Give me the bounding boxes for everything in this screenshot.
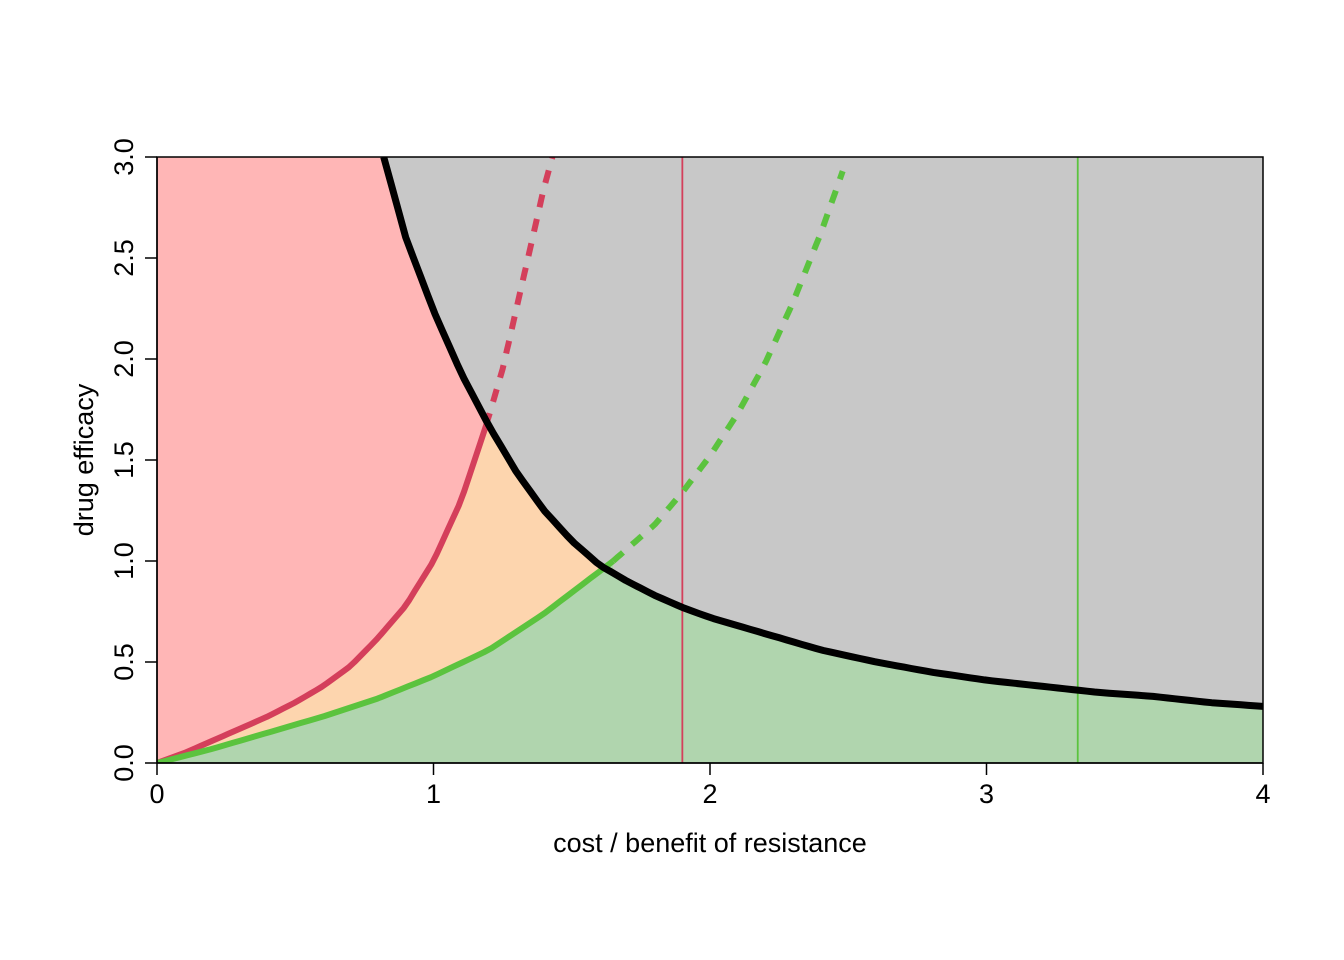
x-tick-label: 2 <box>702 779 717 809</box>
x-axis: 0 1 2 3 4 <box>149 762 1271 809</box>
green-curve-solid <box>157 558 616 763</box>
y-tick-label: 2.0 <box>109 340 139 378</box>
x-tick-label: 4 <box>1255 779 1270 809</box>
x-axis-title: cost / benefit of resistance <box>553 828 867 858</box>
red-curve-solid <box>157 424 489 763</box>
y-tick-label: 0.5 <box>109 643 139 681</box>
y-tick-label: 1.0 <box>109 542 139 580</box>
x-tick-label: 3 <box>979 779 994 809</box>
y-tick-label: 2.5 <box>109 239 139 277</box>
region-green <box>157 561 1263 763</box>
region-red <box>157 157 486 763</box>
curves <box>157 157 1263 763</box>
y-tick-label: 3.0 <box>109 138 139 176</box>
green-curve-dashed <box>611 170 846 564</box>
y-tick-label: 1.5 <box>109 441 139 479</box>
y-axis: 0.0 0.5 1.0 1.5 2.0 2.5 3.0 <box>109 138 158 782</box>
reference-lines <box>681 157 1079 763</box>
x-tick-label: 0 <box>149 779 164 809</box>
plot-regions <box>157 157 1263 763</box>
region-orange <box>157 420 614 763</box>
y-tick-label: 0.0 <box>109 744 139 782</box>
red-curve-dashed <box>483 157 556 427</box>
y-axis-title: drug efficacy <box>69 383 99 536</box>
x-tick-label: 1 <box>426 779 441 809</box>
region-gray <box>383 157 1263 707</box>
black-boundary-curve <box>380 157 1263 710</box>
